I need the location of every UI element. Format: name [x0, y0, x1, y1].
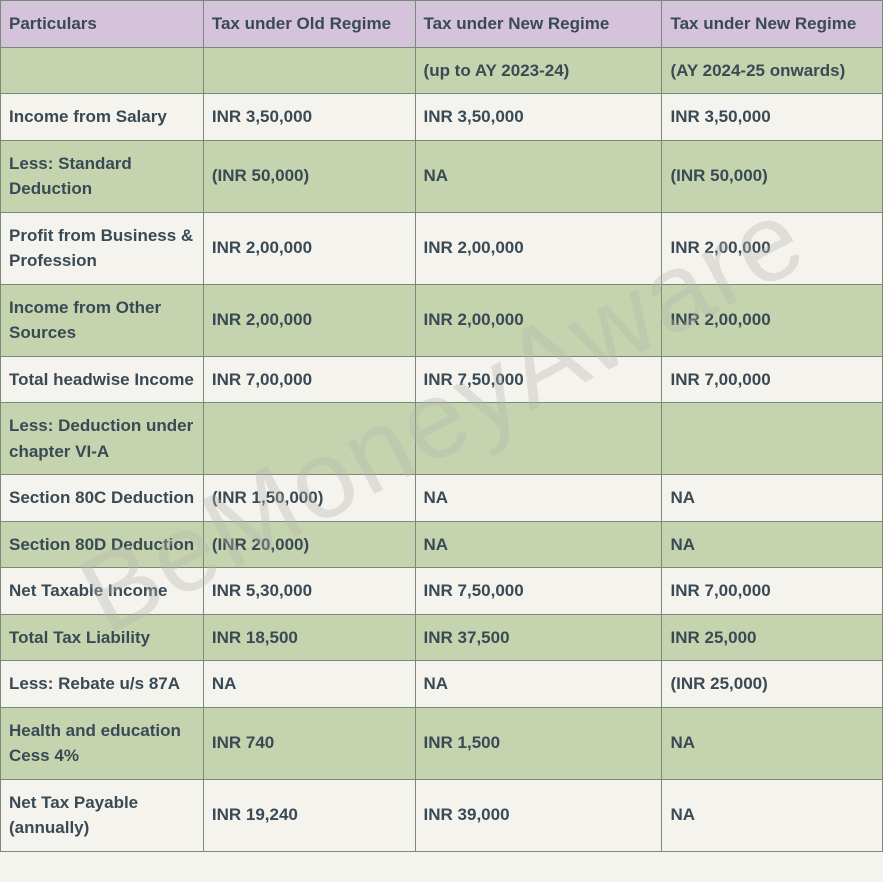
table-row: Section 80D Deduction(INR 20,000)NANA — [1, 521, 883, 568]
table-row: Net Tax Payable (annually)INR 19,240INR … — [1, 779, 883, 851]
cell-old-regime — [203, 403, 415, 475]
table-row: Net Taxable IncomeINR 5,30,000INR 7,50,0… — [1, 568, 883, 615]
cell-new-regime-2: NA — [662, 707, 883, 779]
table-body: Income from SalaryINR 3,50,000INR 3,50,0… — [1, 94, 883, 852]
cell-particulars: Section 80D Deduction — [1, 521, 204, 568]
cell-new-regime-2: NA — [662, 521, 883, 568]
cell-old-regime: NA — [203, 661, 415, 708]
header-old-regime: Tax under Old Regime — [203, 1, 415, 48]
table-row: Health and education Cess 4%INR 740INR 1… — [1, 707, 883, 779]
cell-new-regime-1: INR 7,50,000 — [415, 568, 662, 615]
cell-new-regime-2: INR 25,000 — [662, 614, 883, 661]
cell-new-regime-1: NA — [415, 140, 662, 212]
cell-new-regime-1: NA — [415, 521, 662, 568]
table-row: Section 80C Deduction(INR 1,50,000)NANA — [1, 475, 883, 522]
cell-new-regime-1: INR 7,50,000 — [415, 356, 662, 403]
cell-new-regime-1 — [415, 403, 662, 475]
cell-new-regime-1: INR 2,00,000 — [415, 212, 662, 284]
cell-new-regime-1: NA — [415, 475, 662, 522]
cell-old-regime: INR 19,240 — [203, 779, 415, 851]
cell-old-regime: (INR 1,50,000) — [203, 475, 415, 522]
header-new-regime-1: Tax under New Regime — [415, 1, 662, 48]
header-new-regime-2: Tax under New Regime — [662, 1, 883, 48]
table-subheader-row: (up to AY 2023-24) (AY 2024-25 onwards) — [1, 47, 883, 94]
cell-new-regime-1: INR 37,500 — [415, 614, 662, 661]
cell-particulars: Income from Other Sources — [1, 284, 204, 356]
cell-new-regime-1: INR 1,500 — [415, 707, 662, 779]
tax-comparison-table-wrap: BeMoneyAware Particulars Tax under Old R… — [0, 0, 883, 852]
table-row: Income from Other SourcesINR 2,00,000INR… — [1, 284, 883, 356]
cell-particulars: Total headwise Income — [1, 356, 204, 403]
cell-new-regime-1: INR 3,50,000 — [415, 94, 662, 141]
subheader-blank-2 — [203, 47, 415, 94]
cell-new-regime-2: (INR 25,000) — [662, 661, 883, 708]
cell-new-regime-1: INR 39,000 — [415, 779, 662, 851]
cell-old-regime: (INR 50,000) — [203, 140, 415, 212]
cell-old-regime: INR 7,00,000 — [203, 356, 415, 403]
subheader-blank-1 — [1, 47, 204, 94]
cell-old-regime: INR 740 — [203, 707, 415, 779]
cell-new-regime-2 — [662, 403, 883, 475]
cell-new-regime-2: INR 2,00,000 — [662, 212, 883, 284]
cell-particulars: Less: Rebate u/s 87A — [1, 661, 204, 708]
cell-particulars: Less: Deduction under chapter VI-A — [1, 403, 204, 475]
cell-old-regime: INR 18,500 — [203, 614, 415, 661]
cell-particulars: Total Tax Liability — [1, 614, 204, 661]
header-particulars: Particulars — [1, 1, 204, 48]
table-row: Total headwise IncomeINR 7,00,000INR 7,5… — [1, 356, 883, 403]
cell-new-regime-2: INR 7,00,000 — [662, 356, 883, 403]
table-row: Profit from Business & ProfessionINR 2,0… — [1, 212, 883, 284]
table-row: Income from SalaryINR 3,50,000INR 3,50,0… — [1, 94, 883, 141]
subheader-upto-ay: (up to AY 2023-24) — [415, 47, 662, 94]
table-row: Less: Rebate u/s 87ANANA(INR 25,000) — [1, 661, 883, 708]
cell-new-regime-2: INR 7,00,000 — [662, 568, 883, 615]
subheader-from-ay: (AY 2024-25 onwards) — [662, 47, 883, 94]
cell-new-regime-2: INR 3,50,000 — [662, 94, 883, 141]
cell-old-regime: INR 2,00,000 — [203, 284, 415, 356]
cell-particulars: Less: Standard Deduction — [1, 140, 204, 212]
cell-particulars: Income from Salary — [1, 94, 204, 141]
table-header-row: Particulars Tax under Old Regime Tax und… — [1, 1, 883, 48]
tax-comparison-table: Particulars Tax under Old Regime Tax und… — [0, 0, 883, 852]
cell-new-regime-1: INR 2,00,000 — [415, 284, 662, 356]
cell-particulars: Section 80C Deduction — [1, 475, 204, 522]
cell-particulars: Health and education Cess 4% — [1, 707, 204, 779]
table-row: Total Tax LiabilityINR 18,500INR 37,500I… — [1, 614, 883, 661]
cell-particulars: Net Tax Payable (annually) — [1, 779, 204, 851]
cell-new-regime-2: (INR 50,000) — [662, 140, 883, 212]
cell-new-regime-2: INR 2,00,000 — [662, 284, 883, 356]
cell-particulars: Profit from Business & Profession — [1, 212, 204, 284]
cell-particulars: Net Taxable Income — [1, 568, 204, 615]
cell-old-regime: INR 5,30,000 — [203, 568, 415, 615]
cell-old-regime: (INR 20,000) — [203, 521, 415, 568]
cell-old-regime: INR 3,50,000 — [203, 94, 415, 141]
cell-new-regime-2: NA — [662, 779, 883, 851]
table-row: Less: Standard Deduction(INR 50,000)NA(I… — [1, 140, 883, 212]
cell-old-regime: INR 2,00,000 — [203, 212, 415, 284]
cell-new-regime-1: NA — [415, 661, 662, 708]
table-row: Less: Deduction under chapter VI-A — [1, 403, 883, 475]
cell-new-regime-2: NA — [662, 475, 883, 522]
